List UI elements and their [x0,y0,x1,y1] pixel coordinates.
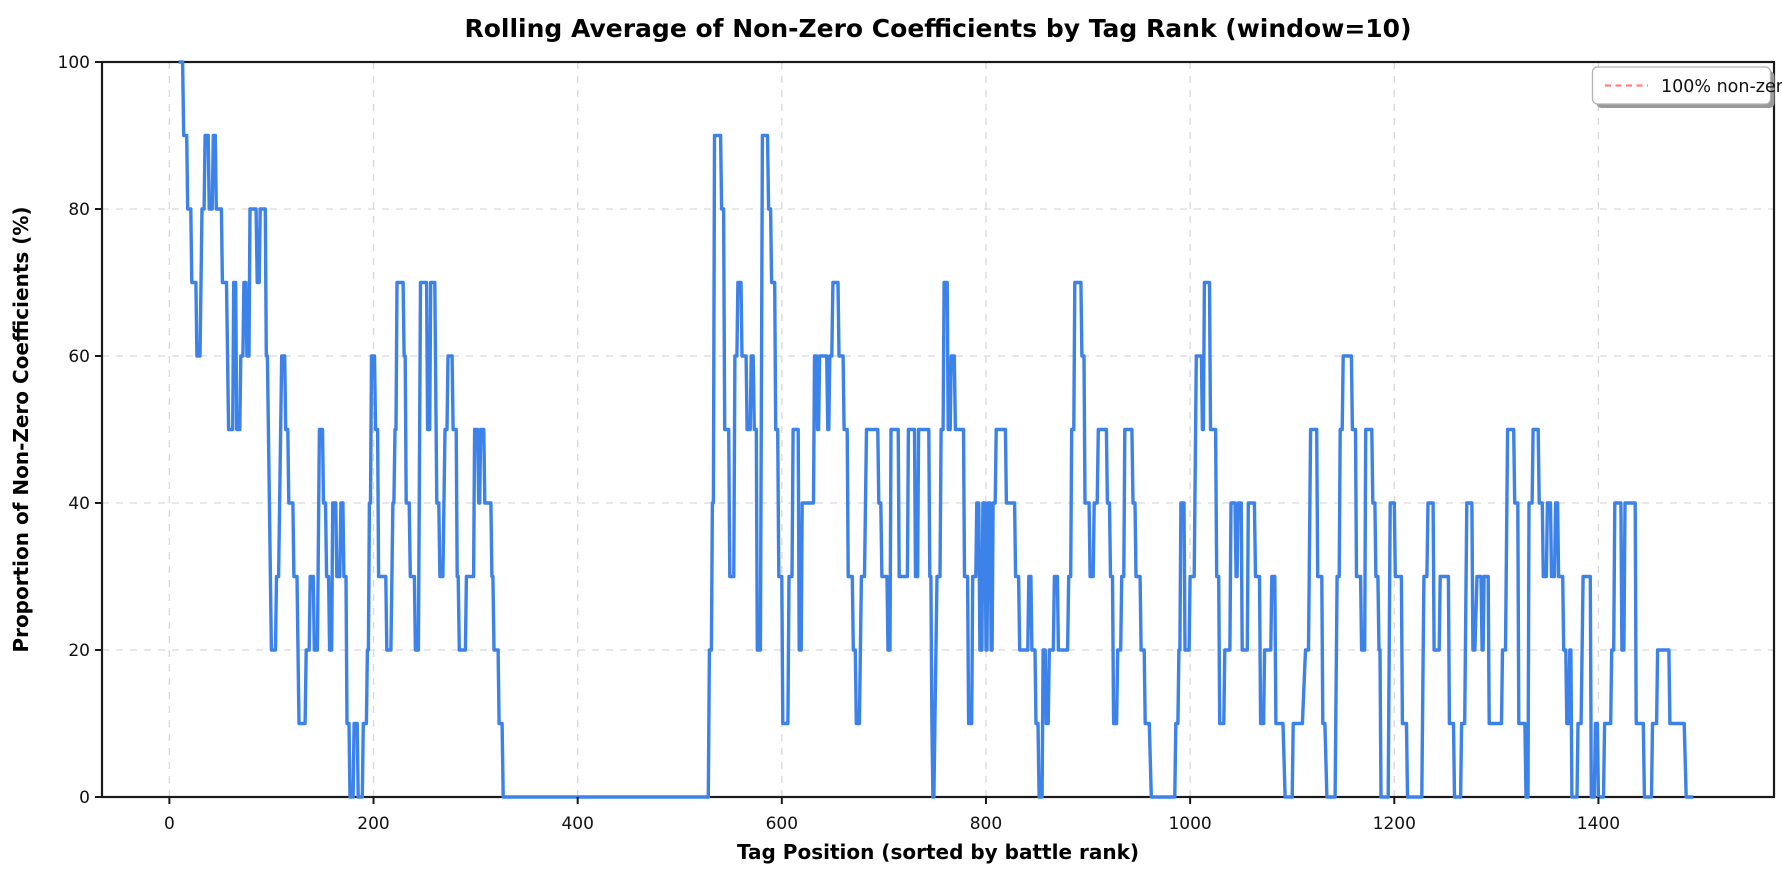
legend-label: 100% non-zero [1661,77,1782,97]
y-tick-label: 40 [68,494,90,514]
x-axis-label: Tag Position (sorted by battle rank) [737,840,1139,864]
x-tick-label: 400 [561,814,593,834]
x-tick-label: 1000 [1168,814,1211,834]
gridlines [102,61,1774,798]
x-tick-label: 600 [766,814,798,834]
plot-border [100,60,1776,799]
x-axis-ticks: 0 200 400 600 800 1000 1200 1400 [164,797,1620,834]
y-axis-label: Proportion of Non-Zero Coefficients (%) [9,206,33,652]
legend: 100% non-zero [1591,66,1782,108]
x-tick-label: 0 [164,814,175,834]
chart-title: Rolling Average of Non-Zero Coefficients… [464,14,1411,43]
x-tick-label: 800 [970,814,1002,834]
x-tick-label: 200 [357,814,389,834]
y-axis-ticks: 0 20 40 60 80 100 [58,53,102,808]
x-tick-label: 1200 [1373,814,1416,834]
legend-box [1591,66,1772,105]
y-tick-label: 0 [79,788,90,808]
y-tick-label: 20 [68,641,90,661]
y-tick-label: 80 [68,200,90,220]
rolling-average-line [178,60,1694,799]
y-tick-label: 100 [58,53,90,73]
y-tick-label: 60 [68,347,90,367]
x-tick-label: 1400 [1577,814,1620,834]
